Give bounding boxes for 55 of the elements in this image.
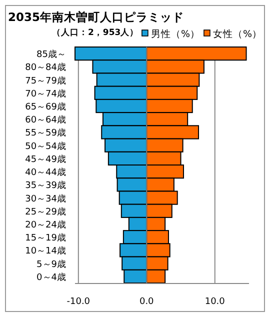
bar (96, 72, 148, 87)
y-tick-label: 30～34歳 (25, 193, 66, 204)
chart-subtitle: （人口：2，953人） (52, 27, 139, 38)
legend-label: 女性（%） (212, 28, 262, 40)
bar (146, 269, 166, 284)
y-tick-label: 60～64歳 (25, 114, 66, 126)
bar (146, 256, 168, 270)
bar (124, 269, 148, 284)
y-tick-label: 20～24歳 (25, 220, 66, 230)
bar (102, 112, 148, 126)
bar (146, 86, 198, 100)
bar (146, 60, 204, 74)
bar (104, 138, 148, 152)
y-tick-label: 35～39歳 (25, 180, 66, 192)
x-tick-label: 10.0 (204, 297, 226, 307)
bar (94, 86, 148, 100)
chart-title: 2035年南木曽町人口ピラミッド (8, 10, 184, 24)
y-tick-label: 70～74歳 (25, 88, 66, 100)
y-tick-label: 50～54歳 (25, 140, 66, 152)
bar (92, 60, 148, 74)
bar (101, 125, 148, 140)
y-tick-label: 80～84歳 (25, 62, 66, 74)
y-tick-label: 65～69歳 (25, 102, 66, 112)
bar (146, 112, 188, 126)
y-tick-label: 40～44歳 (25, 167, 66, 178)
bar (118, 190, 148, 205)
bar (96, 98, 148, 114)
y-tick-label: 75～79歳 (25, 75, 66, 86)
bar (108, 151, 148, 166)
y-tick-label: 0～4歳 (36, 272, 66, 283)
bar (146, 98, 193, 114)
bar (116, 164, 148, 179)
y-tick-label: 45～49歳 (25, 154, 66, 165)
bar (146, 243, 170, 258)
bar (146, 190, 178, 205)
bar (146, 151, 182, 166)
x-tick-label: -10.0 (66, 297, 90, 307)
bar (146, 164, 184, 179)
bar (146, 46, 247, 61)
bar (146, 125, 200, 140)
bar (146, 178, 174, 192)
y-tick-label: 10～14歳 (25, 246, 66, 257)
legend-label: 男性（%） (150, 28, 200, 40)
bar (74, 46, 148, 61)
y-tick-label: 5～9歳 (36, 258, 66, 270)
bar (146, 138, 184, 152)
bar (146, 204, 172, 218)
y-tick-label: 85歳～ (36, 49, 66, 60)
bar (146, 72, 200, 87)
y-tick-label: 25～29歳 (25, 206, 66, 218)
bar (120, 204, 148, 218)
bar (120, 243, 148, 258)
x-tick-label: 0.0 (139, 297, 154, 307)
y-tick-label: 15～19歳 (25, 232, 66, 244)
y-tick-label: 55～59歳 (25, 128, 66, 139)
